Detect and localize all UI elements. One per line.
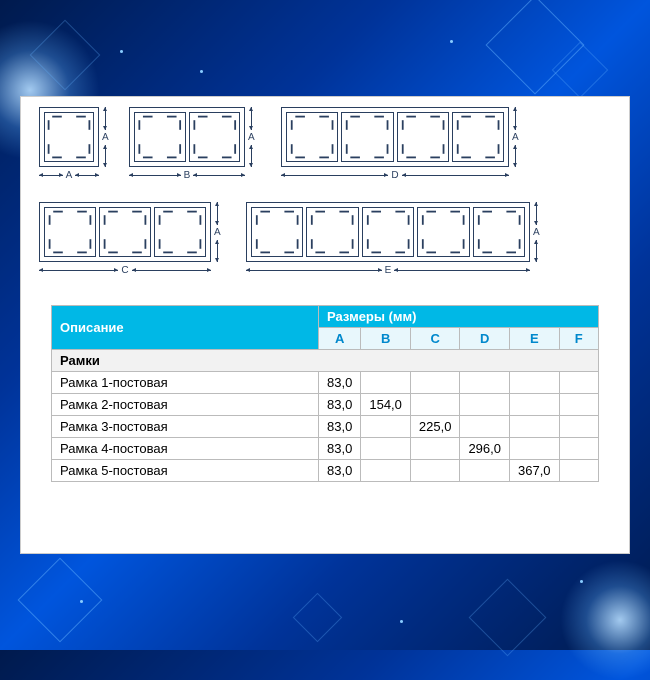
cell [510,394,560,416]
col-header: B [361,328,411,350]
table-row: Рамка 3-постовая 83,0 225,0 [52,416,599,438]
cell [510,416,560,438]
row-desc: Рамка 5-постовая [52,460,319,482]
cell: 83,0 [319,438,361,460]
dim-label: D [388,170,401,181]
row-desc: Рамка 1-постовая [52,372,319,394]
cell [361,460,411,482]
frame-d: A D [281,107,509,167]
frame-a: A A [39,107,99,167]
dim-label: A [102,130,109,145]
cell: 83,0 [319,394,361,416]
cell: 225,0 [410,416,460,438]
cell [559,438,598,460]
cell: 154,0 [361,394,411,416]
table-row: Рамка 1-постовая 83,0 [52,372,599,394]
table-row: Рамка 4-постовая 83,0 296,0 [52,438,599,460]
cell [460,416,510,438]
cell: 367,0 [510,460,560,482]
spec-panel: A A A B A D [20,96,630,554]
cell [559,394,598,416]
cell [559,372,598,394]
cell [559,416,598,438]
row-desc: Рамка 3-постовая [52,416,319,438]
dim-label: A [248,130,255,145]
dim-label: E [382,265,395,276]
section-label: Рамки [52,350,599,372]
cell [460,460,510,482]
dim-label: A [512,130,519,145]
cell [410,460,460,482]
table-row: Рамка 5-постовая 83,0 367,0 [52,460,599,482]
cell: 83,0 [319,416,361,438]
col-header: C [410,328,460,350]
frame-e: A E [246,202,530,262]
frame-c: A C [39,202,211,262]
header-desc: Описание [52,306,319,350]
dim-label: A [63,170,76,181]
cell [361,416,411,438]
cell [361,372,411,394]
row-desc: Рамка 4-постовая [52,438,319,460]
diagrams-area: A A A B A D [21,97,629,297]
dimensions-table: Описание Размеры (мм) A B C D E F Рамки … [51,305,599,482]
cell [559,460,598,482]
cell [460,394,510,416]
cell [460,372,510,394]
dim-label: A [214,225,221,240]
cell [410,438,460,460]
header-dims: Размеры (мм) [319,306,599,328]
cell [510,438,560,460]
cell [410,394,460,416]
dim-label: B [181,170,194,181]
col-header: A [319,328,361,350]
cell: 83,0 [319,372,361,394]
col-header: D [460,328,510,350]
col-header: E [510,328,560,350]
dim-label: A [533,225,540,240]
cell: 83,0 [319,460,361,482]
col-header: F [559,328,598,350]
row-desc: Рамка 2-постовая [52,394,319,416]
cell: 296,0 [460,438,510,460]
dim-label: C [118,265,131,276]
cell [361,438,411,460]
table-row: Рамка 2-постовая 83,0 154,0 [52,394,599,416]
cell [410,372,460,394]
cell [510,372,560,394]
frame-b: A B [129,107,245,167]
